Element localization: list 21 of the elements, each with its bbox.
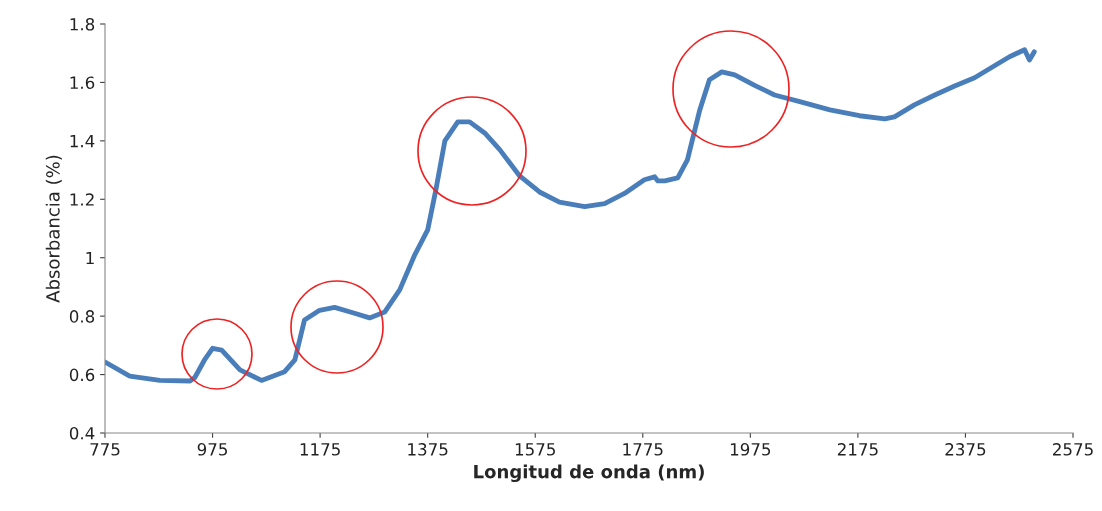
x-tick-label: 2375 xyxy=(945,443,986,456)
y-tick-label: 0.8 xyxy=(69,310,95,323)
x-tick-label: 1775 xyxy=(623,443,663,456)
x-tick-label: 975 xyxy=(197,443,228,456)
x-tick-label: 2175 xyxy=(837,443,878,456)
y-tick-label: 1.6 xyxy=(70,76,95,89)
x-axis-title: Longitud de onda (nm) xyxy=(474,464,704,483)
y-tick-label: 0.4 xyxy=(69,426,95,440)
x-tick-label: 775 xyxy=(90,443,120,456)
x-tick-label: 2575 xyxy=(1053,443,1093,456)
y-tick-label: 1.2 xyxy=(70,193,94,206)
line-series xyxy=(105,47,1037,384)
y-axis-title: Absorbancia (%) xyxy=(45,155,62,303)
y-tick-label: 1 xyxy=(86,251,94,265)
y-tick-label: 1.4 xyxy=(70,135,95,148)
y-tick-label: 0.6 xyxy=(69,368,95,382)
x-tick-label: 1575 xyxy=(515,443,555,456)
x-tick-label: 1975 xyxy=(730,443,771,456)
x-tick-label: 1175 xyxy=(300,443,340,456)
y-tick-label: 1.8 xyxy=(70,17,95,31)
x-tick-label: 1375 xyxy=(408,443,448,456)
